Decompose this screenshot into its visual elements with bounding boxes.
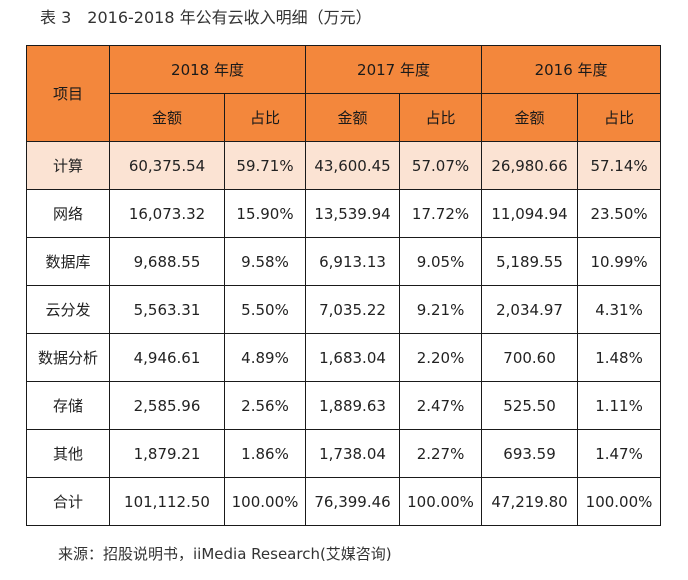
table-row: 计算 60,375.54 59.71% 43,600.45 57.07% 26,980.6… <box>26 141 662 190</box>
ratio-cell: 100.00% <box>577 477 662 526</box>
amount-cell: 525.50 <box>481 381 579 430</box>
amount-cell: 700.60 <box>481 333 579 382</box>
amount-cell: 60,375.54 <box>109 141 225 190</box>
amount-cell: 5,189.55 <box>481 237 579 286</box>
ratio-cell: 10.99% <box>577 237 662 286</box>
amount-cell: 11,094.94 <box>481 189 579 238</box>
row-item-label: 合计 <box>26 477 110 526</box>
ratio-cell: 1.11% <box>577 381 662 430</box>
ratio-cell: 17.72% <box>399 189 483 238</box>
amount-cell: 1,889.63 <box>305 381 401 430</box>
header-year: 2017 年度 <box>305 45 483 94</box>
ratio-cell: 57.14% <box>577 141 662 190</box>
ratio-cell: 2.56% <box>223 381 307 430</box>
amount-cell: 43,600.45 <box>305 141 401 190</box>
row-item-label: 计算 <box>26 141 110 190</box>
ratio-cell: 2.20% <box>399 333 483 382</box>
revenue-table: 项目 2018 年度 2017 年度 2016 年度 金额 占比 金额 占比 金… <box>26 45 662 526</box>
row-item-label: 数据分析 <box>26 333 110 382</box>
header-row-subcolumns: 金额 占比 金额 占比 金额 占比 <box>27 93 662 142</box>
amount-cell: 16,073.32 <box>109 189 225 238</box>
table-row: 合计 101,112.50 100.00% 76,399.46 100.00% 47,21… <box>26 477 662 526</box>
amount-cell: 1,683.04 <box>305 333 401 382</box>
amount-cell: 2,585.96 <box>109 381 225 430</box>
header-ratio: 占比 <box>577 93 662 142</box>
header-ratio: 占比 <box>223 93 307 142</box>
ratio-cell: 2.47% <box>399 381 483 430</box>
table-title: 2016-2018 年公有云收入明细（万元） <box>87 8 372 27</box>
ratio-cell: 1.86% <box>223 429 307 478</box>
row-item-label: 云分发 <box>26 285 110 334</box>
ratio-cell: 1.47% <box>577 429 662 478</box>
table-body: 计算 60,375.54 59.71% 43,600.45 57.07% 26,980.6… <box>26 141 662 526</box>
ratio-cell: 4.31% <box>577 285 662 334</box>
header-item: 项目 <box>26 45 110 142</box>
amount-cell: 1,879.21 <box>109 429 225 478</box>
ratio-cell: 57.07% <box>399 141 483 190</box>
ratio-cell: 15.90% <box>223 189 307 238</box>
ratio-cell: 2.27% <box>399 429 483 478</box>
ratio-cell: 59.71% <box>223 141 307 190</box>
row-item-label: 存储 <box>26 381 110 430</box>
table-number: 表 3 <box>40 8 72 27</box>
header-year: 2016 年度 <box>481 45 662 94</box>
amount-cell: 4,946.61 <box>109 333 225 382</box>
table-row: 数据分析 4,946.61 4.89% 1,683.04 2.20% 700.60 1.48… <box>26 333 662 382</box>
ratio-cell: 5.50% <box>223 285 307 334</box>
ratio-cell: 9.21% <box>399 285 483 334</box>
amount-cell: 2,034.97 <box>481 285 579 334</box>
ratio-cell: 1.48% <box>577 333 662 382</box>
row-item-label: 其他 <box>26 429 110 478</box>
source-note: 来源：招股说明书，iiMedia Research(艾媒咨询) <box>58 545 392 563</box>
amount-cell: 5,563.31 <box>109 285 225 334</box>
row-item-label: 数据库 <box>26 237 110 286</box>
table-caption: 表 3 2016-2018 年公有云收入明细（万元） <box>40 6 372 30</box>
amount-cell: 1,738.04 <box>305 429 401 478</box>
ratio-cell: 100.00% <box>223 477 307 526</box>
header-ratio: 占比 <box>399 93 483 142</box>
ratio-cell: 4.89% <box>223 333 307 382</box>
amount-cell: 6,913.13 <box>305 237 401 286</box>
amount-cell: 13,539.94 <box>305 189 401 238</box>
header-year: 2018 年度 <box>108 45 307 94</box>
amount-cell: 101,112.50 <box>109 477 225 526</box>
row-item-label: 网络 <box>26 189 110 238</box>
ratio-cell: 23.50% <box>577 189 662 238</box>
amount-cell: 76,399.46 <box>305 477 401 526</box>
table-row: 云分发 5,563.31 5.50% 7,035.22 9.21% 2,034.97 4.3… <box>26 285 662 334</box>
amount-cell: 7,035.22 <box>305 285 401 334</box>
ratio-cell: 9.05% <box>399 237 483 286</box>
table-row: 其他 1,879.21 1.86% 1,738.04 2.27% 693.59 1.47% <box>26 429 662 478</box>
ratio-cell: 9.58% <box>223 237 307 286</box>
amount-cell: 9,688.55 <box>109 237 225 286</box>
header-amount: 金额 <box>305 93 401 142</box>
header-row-years: 项目 2018 年度 2017 年度 2016 年度 <box>26 45 662 142</box>
ratio-cell: 100.00% <box>399 477 483 526</box>
table-row: 存储 2,585.96 2.56% 1,889.63 2.47% 525.50 1.11% <box>26 381 662 430</box>
amount-cell: 26,980.66 <box>481 141 579 190</box>
header-amount: 金额 <box>109 93 225 142</box>
header-amount: 金额 <box>481 93 579 142</box>
table-row: 数据库 9,688.55 9.58% 6,913.13 9.05% 5,189.55 10.… <box>26 237 662 286</box>
amount-cell: 47,219.80 <box>481 477 579 526</box>
table-row: 网络 16,073.32 15.90% 13,539.94 17.72% 11,094.9… <box>26 189 662 238</box>
amount-cell: 693.59 <box>481 429 579 478</box>
